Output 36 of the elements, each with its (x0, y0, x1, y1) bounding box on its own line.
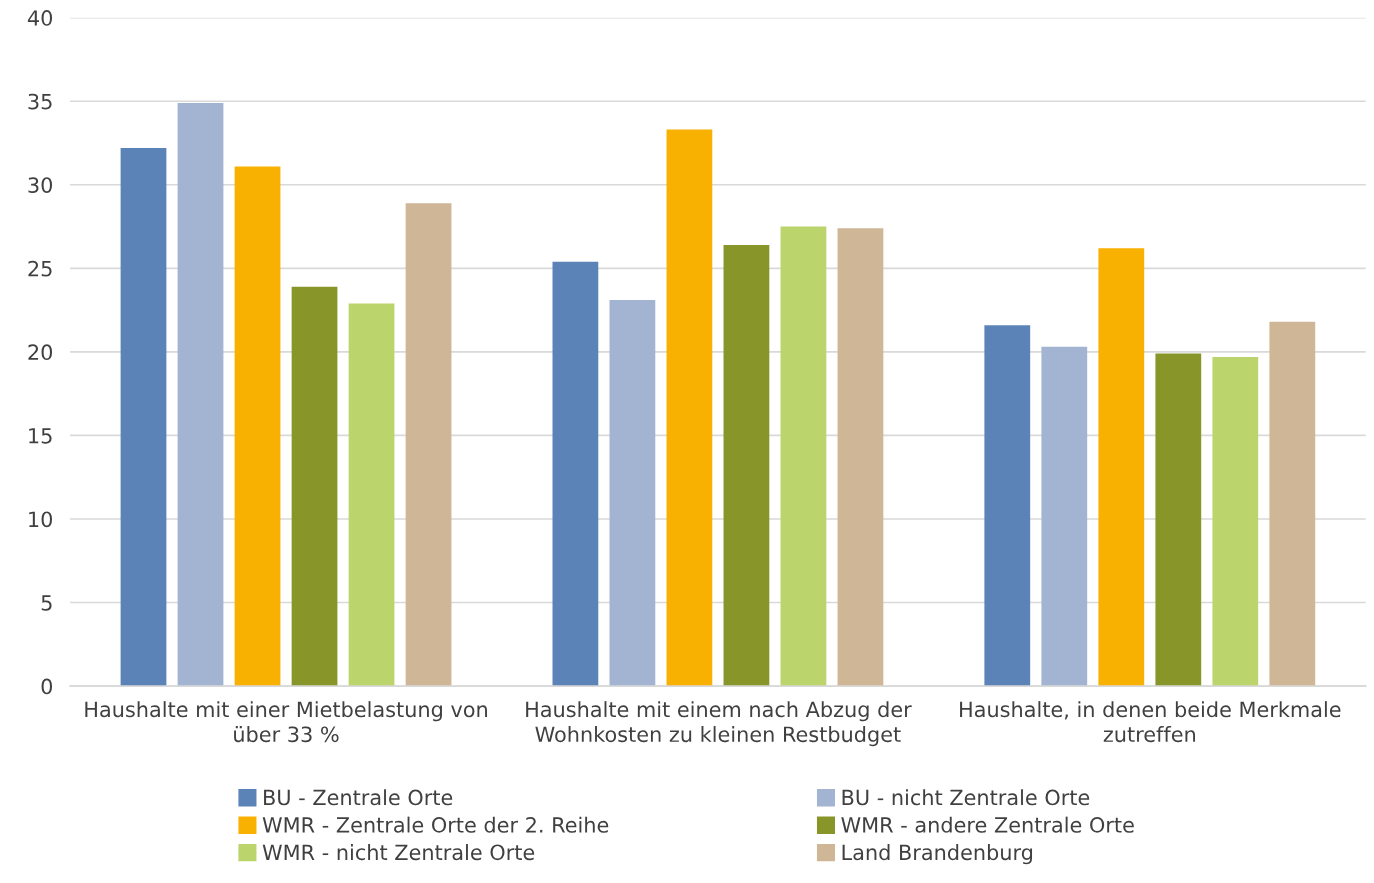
bar (1155, 353, 1202, 687)
bar (723, 244, 770, 687)
legend-label: BU - nicht Zentrale Orte (842, 789, 1090, 806)
x-tick-label: Haushalte, in denen beide Merkmale zutreffen (960, 701, 1341, 743)
legend-label: WMR - nicht Zentrale Orte (262, 844, 535, 861)
legend-label: Land Brandenburg (842, 844, 1033, 865)
y-tick-label: 40 (27, 10, 53, 26)
bar (234, 166, 281, 687)
bar (1041, 346, 1088, 687)
y-tick-label: 25 (28, 260, 52, 277)
bar (120, 148, 167, 687)
y-tick-label: 20 (28, 344, 53, 361)
legend-label: WMR - andere Zentrale Orte (841, 816, 1134, 833)
y-tick-label: 30 (28, 177, 53, 193)
bar (552, 261, 599, 687)
bar (1098, 248, 1145, 687)
y-tick-label: 5 (41, 595, 52, 611)
y-tick-label: 10 (29, 511, 53, 528)
bar (1212, 356, 1259, 687)
y-tick-label: 35 (28, 93, 52, 110)
bar (666, 129, 713, 687)
legend-label: WMR - Zentrale Orte der 2. Reihe (262, 816, 609, 833)
bar (1269, 321, 1316, 687)
bar (177, 102, 224, 687)
y-tick-label: 0 (41, 678, 53, 695)
y-tick-label: 15 (29, 428, 52, 444)
bar (984, 325, 1031, 687)
bar (405, 203, 452, 687)
bar (291, 286, 338, 687)
bar (609, 300, 656, 687)
x-tick-label: Haushalte mit einer Mietbelastung von über 33 % (85, 701, 487, 743)
bar (348, 303, 395, 687)
bar (837, 228, 884, 687)
legend-label: BU - Zentrale Orte (264, 789, 453, 806)
x-tick-label: Haushalte mit einem nach Abzug der Wohnkosten zu kleinen Restbudget (526, 701, 912, 747)
bar (780, 226, 827, 687)
